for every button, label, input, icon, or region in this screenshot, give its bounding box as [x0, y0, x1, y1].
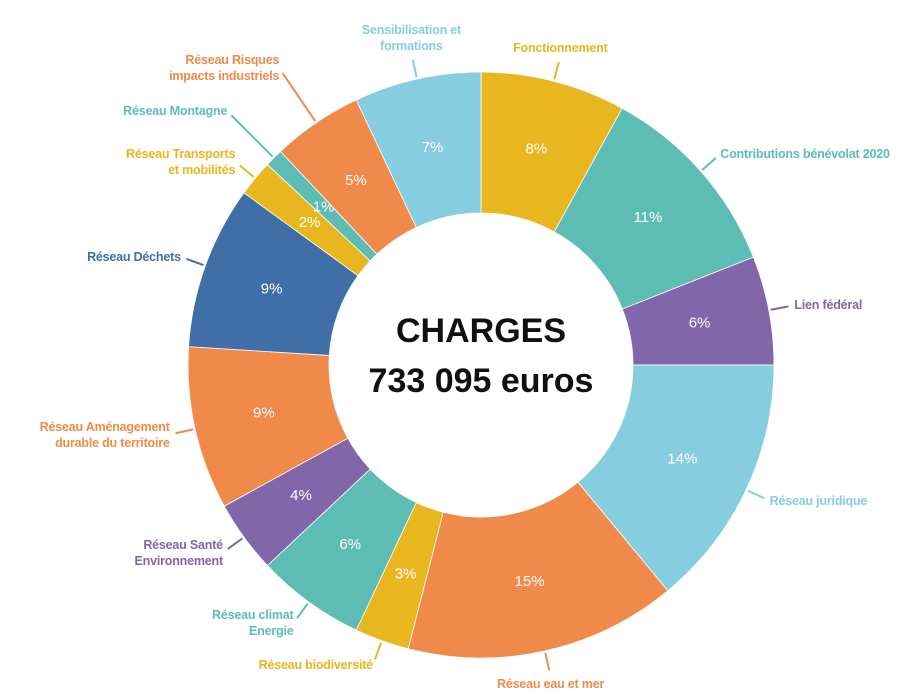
leader-line: [186, 258, 204, 267]
leader-line: [701, 157, 717, 171]
value-label: 14%: [667, 451, 697, 468]
category-label: Réseau Transports et mobilités: [126, 146, 236, 177]
leader-line: [374, 642, 383, 660]
category-label: Réseau juridique: [769, 493, 868, 508]
value-label: 15%: [515, 573, 545, 590]
category-label: Lien fédéral: [794, 298, 863, 313]
category-label: Réseau biodiversité: [258, 658, 374, 673]
value-label: 6%: [689, 314, 711, 331]
donut-slice: [355, 71, 482, 228]
leader-line: [227, 537, 243, 550]
category-label: Réseau Santé Environnement: [134, 537, 224, 568]
center-title: CHARGES: [395, 312, 567, 350]
center-total: 733 095 euros: [368, 362, 594, 400]
category-label: Sensibilisation et formations: [361, 22, 462, 53]
leader-line: [553, 61, 560, 80]
donut-slice: [407, 481, 669, 659]
category-label: Réseau climat Energie: [212, 608, 294, 639]
leader-line: [411, 59, 418, 78]
leader-line: [544, 652, 551, 671]
value-label: 8%: [525, 140, 547, 157]
value-label: 9%: [253, 405, 275, 422]
category-label: Contributions bénévolat 2020: [720, 147, 890, 162]
category-label: Réseau Aménagement durable du territoire: [39, 419, 170, 450]
leader-line: [296, 603, 309, 619]
value-label: 6%: [339, 536, 361, 553]
value-label: 4%: [290, 487, 312, 504]
value-label: 5%: [345, 172, 367, 189]
donut-slice: [577, 364, 775, 592]
leader-line: [770, 305, 789, 311]
category-label: Réseau eau et mer: [497, 677, 605, 692]
category-label: Fonctionnement: [513, 41, 608, 56]
value-label: 7%: [422, 139, 444, 156]
value-label: 3%: [395, 565, 417, 582]
value-label: 9%: [261, 281, 283, 298]
category-label: Réseau Montagne: [123, 104, 228, 119]
category-label: Réseau Déchets: [87, 249, 181, 264]
leader-line: [239, 164, 255, 178]
value-label: 2%: [299, 214, 321, 231]
value-label: 11%: [633, 209, 662, 226]
category-label: Réseau Risques impacts industriels: [169, 53, 280, 84]
leader-line: [281, 72, 317, 122]
leader-line: [230, 114, 274, 158]
leader-line: [175, 428, 194, 435]
leader-line: [747, 489, 765, 500]
